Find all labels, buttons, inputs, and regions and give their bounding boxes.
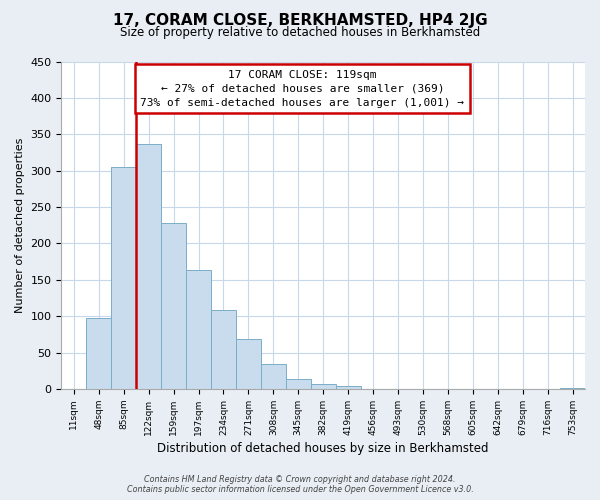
Y-axis label: Number of detached properties: Number of detached properties [15,138,25,313]
Bar [335,386,361,389]
Bar [86,318,111,389]
Bar [311,384,335,389]
Bar [136,144,161,389]
Bar [236,338,261,389]
Bar [560,388,585,389]
Bar [286,379,311,389]
Text: 17 CORAM CLOSE: 119sqm
← 27% of detached houses are smaller (369)
73% of semi-de: 17 CORAM CLOSE: 119sqm ← 27% of detached… [140,70,464,108]
Text: Contains HM Land Registry data © Crown copyright and database right 2024.
Contai: Contains HM Land Registry data © Crown c… [127,474,473,494]
X-axis label: Distribution of detached houses by size in Berkhamsted: Distribution of detached houses by size … [157,442,489,455]
Bar [211,310,236,389]
Text: Size of property relative to detached houses in Berkhamsted: Size of property relative to detached ho… [120,26,480,39]
Text: 17, CORAM CLOSE, BERKHAMSTED, HP4 2JG: 17, CORAM CLOSE, BERKHAMSTED, HP4 2JG [113,12,487,28]
Bar [186,270,211,389]
Bar [161,223,186,389]
Bar [261,364,286,389]
Bar [111,167,136,389]
